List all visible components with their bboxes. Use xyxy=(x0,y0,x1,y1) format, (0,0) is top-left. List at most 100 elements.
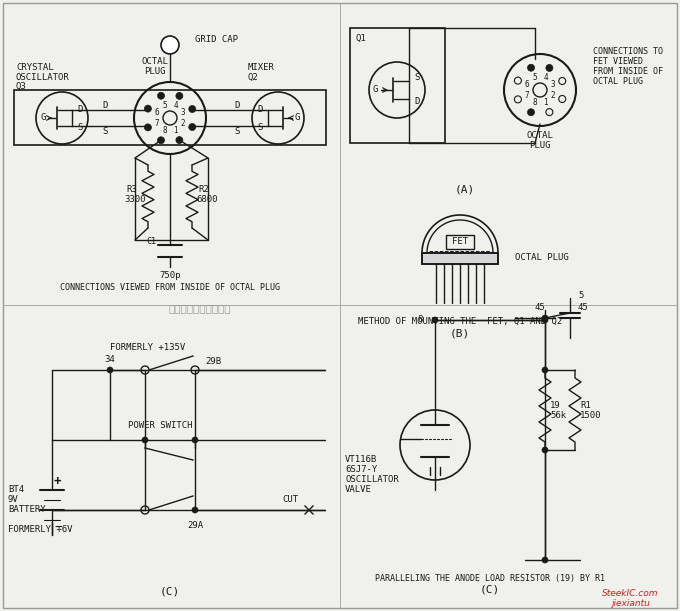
Text: D: D xyxy=(102,100,107,109)
Circle shape xyxy=(141,366,149,374)
Circle shape xyxy=(192,437,198,443)
Text: FET: FET xyxy=(452,238,468,246)
Text: 8: 8 xyxy=(163,126,167,136)
Text: BATTERY: BATTERY xyxy=(8,505,46,514)
Text: 2: 2 xyxy=(181,119,185,128)
Text: 29B: 29B xyxy=(205,357,221,367)
Circle shape xyxy=(542,315,548,321)
Text: POWER SWITCH: POWER SWITCH xyxy=(128,420,192,430)
Circle shape xyxy=(189,106,196,112)
Circle shape xyxy=(107,367,113,373)
Circle shape xyxy=(542,557,548,563)
Text: 29A: 29A xyxy=(187,522,203,530)
Text: OCTAL: OCTAL xyxy=(141,57,169,67)
Text: PARALLELING THE ANODE LOAD RESISTOR (19) BY R1: PARALLELING THE ANODE LOAD RESISTOR (19)… xyxy=(375,574,605,582)
Text: S: S xyxy=(78,122,83,131)
Circle shape xyxy=(161,36,179,54)
Text: FORMERLY +6V: FORMERLY +6V xyxy=(8,525,73,535)
Circle shape xyxy=(559,78,566,84)
Text: D: D xyxy=(78,104,83,114)
Circle shape xyxy=(142,437,148,443)
Circle shape xyxy=(528,109,534,115)
Text: S: S xyxy=(257,122,262,131)
Text: GRID CAP: GRID CAP xyxy=(195,35,238,45)
Circle shape xyxy=(542,317,548,323)
Text: OSCILLATOR: OSCILLATOR xyxy=(16,73,70,81)
Text: CRYSTAL: CRYSTAL xyxy=(16,64,54,73)
Text: C1: C1 xyxy=(146,236,156,246)
Text: 6: 6 xyxy=(155,108,159,117)
Text: 19: 19 xyxy=(550,400,561,409)
Text: OCTAL PLUG: OCTAL PLUG xyxy=(515,254,568,263)
Text: CONNECTIONS VIEWED FROM INSIDE OF OCTAL PLUG: CONNECTIONS VIEWED FROM INSIDE OF OCTAL … xyxy=(60,282,280,291)
Text: 3: 3 xyxy=(551,80,556,89)
Text: (B): (B) xyxy=(450,328,470,338)
Circle shape xyxy=(189,123,196,131)
Circle shape xyxy=(546,64,553,71)
Text: D: D xyxy=(257,104,262,114)
Circle shape xyxy=(546,109,553,115)
Text: FET VIEWED: FET VIEWED xyxy=(593,57,643,67)
Circle shape xyxy=(432,317,438,323)
Text: R3: R3 xyxy=(126,186,137,194)
Text: Q1: Q1 xyxy=(355,34,366,43)
Text: FORMERLY +135V: FORMERLY +135V xyxy=(110,343,185,353)
Text: 45: 45 xyxy=(534,304,545,312)
Circle shape xyxy=(533,83,547,97)
Text: 7: 7 xyxy=(525,91,530,100)
Text: 7: 7 xyxy=(155,119,159,128)
Text: G: G xyxy=(373,86,377,95)
Text: jiexiantu: jiexiantu xyxy=(611,599,649,607)
Text: Q3: Q3 xyxy=(16,81,27,90)
Bar xyxy=(422,253,498,264)
Text: 34: 34 xyxy=(105,356,116,365)
Text: 5: 5 xyxy=(163,101,167,109)
Text: 3300: 3300 xyxy=(124,196,146,205)
Text: 4: 4 xyxy=(543,73,548,82)
Text: OCTAL: OCTAL xyxy=(526,131,554,141)
Text: +: + xyxy=(54,475,61,489)
Circle shape xyxy=(528,64,534,71)
Text: PLUG: PLUG xyxy=(529,142,551,150)
Text: 6: 6 xyxy=(525,80,530,89)
Text: G: G xyxy=(294,114,300,122)
Bar xyxy=(446,235,474,249)
Text: SteekIC.com: SteekIC.com xyxy=(602,588,658,598)
Bar xyxy=(350,28,445,143)
Text: 1: 1 xyxy=(173,126,177,136)
Circle shape xyxy=(144,124,152,131)
Text: R2: R2 xyxy=(198,186,209,194)
Circle shape xyxy=(141,506,149,514)
Text: 4: 4 xyxy=(173,101,177,109)
Bar xyxy=(14,90,326,145)
Circle shape xyxy=(514,77,522,84)
Text: MIXER: MIXER xyxy=(248,64,275,73)
Circle shape xyxy=(144,105,152,112)
Text: CUT: CUT xyxy=(282,496,298,505)
Text: METHOD OF MOUNTING THE  FET, Q1 AND Q2: METHOD OF MOUNTING THE FET, Q1 AND Q2 xyxy=(358,316,562,326)
Text: R1: R1 xyxy=(580,400,591,409)
Circle shape xyxy=(559,95,566,103)
Text: 6800: 6800 xyxy=(196,196,218,205)
Text: BT4: BT4 xyxy=(8,486,24,494)
Text: (C): (C) xyxy=(160,587,180,597)
Text: 56k: 56k xyxy=(550,411,566,420)
Text: Q2: Q2 xyxy=(248,73,259,81)
Text: PLUG: PLUG xyxy=(144,67,166,76)
Text: 45: 45 xyxy=(578,304,589,312)
Text: 5: 5 xyxy=(532,73,537,81)
Text: −: − xyxy=(54,521,61,533)
Text: 750p: 750p xyxy=(159,271,181,279)
Text: 8: 8 xyxy=(532,98,537,108)
Text: 1: 1 xyxy=(543,98,548,108)
Circle shape xyxy=(163,111,177,125)
Circle shape xyxy=(176,137,183,144)
Text: 3: 3 xyxy=(181,108,185,117)
Bar xyxy=(422,253,498,264)
Text: 9V: 9V xyxy=(8,496,19,505)
Text: FROM INSIDE OF: FROM INSIDE OF xyxy=(593,67,663,76)
Text: D: D xyxy=(235,100,239,109)
Text: G: G xyxy=(40,114,46,122)
Text: (A): (A) xyxy=(455,185,475,195)
Text: VALVE: VALVE xyxy=(345,486,372,494)
